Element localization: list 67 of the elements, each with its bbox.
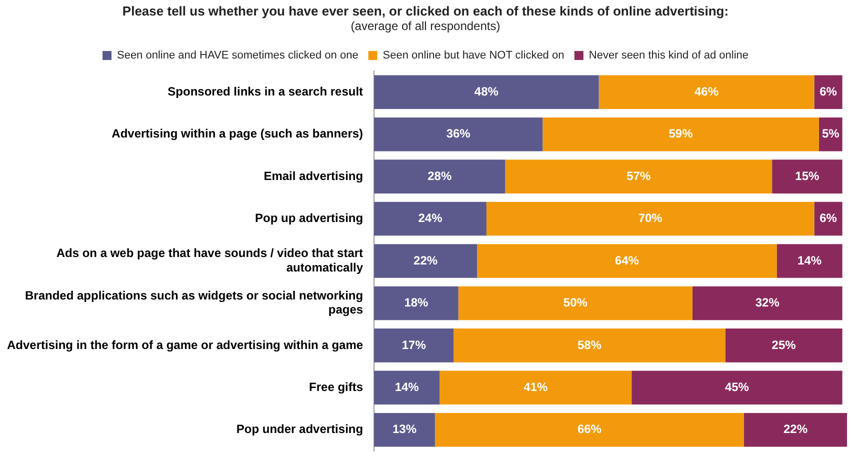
bar [814, 202, 842, 236]
data-label: 36% [446, 126, 471, 141]
data-label: 14% [394, 380, 420, 394]
y-tick-label: Pop under advertising [236, 422, 364, 436]
data-label: 24% [418, 211, 443, 226]
bar [440, 370, 632, 405]
data-label: 46% [694, 84, 719, 98]
bar [374, 75, 599, 109]
bar [744, 413, 847, 447]
y-tick-label: Sponsored links in a search result [168, 84, 364, 98]
y-tick-label: Branded applications such as widgets or social networking pages [24, 288, 364, 317]
data-label: 66% [577, 422, 602, 436]
y-tick-label: Advertising within a page (such as banners) [112, 126, 364, 141]
y-tick-label: Ads on a web page that have sounds / video that start automatically [56, 246, 364, 275]
data-label: 45% [724, 380, 750, 394]
legend-label: Seen online but have NOT clicked on [382, 50, 564, 62]
bar [454, 328, 726, 362]
bar [725, 328, 842, 362]
data-label: 17% [402, 338, 426, 352]
data-label: 32% [755, 296, 780, 310]
bar [374, 286, 458, 320]
y-tick-label: Advertising in the form of a game or advertising within a game [7, 338, 364, 352]
data-label: 28% [428, 168, 452, 183]
data-label: 22% [414, 253, 438, 268]
bar [692, 286, 842, 320]
bar [374, 244, 478, 278]
bar [434, 413, 744, 447]
bar [598, 75, 814, 109]
data-label: 6% [820, 211, 838, 226]
data-label: 70% [638, 211, 663, 226]
data-label: 48% [474, 84, 499, 98]
y-tick-label: Pop up advertising [255, 211, 364, 226]
data-label: 14% [798, 253, 822, 268]
bar [542, 117, 819, 152]
legend-label: Never seen this kind of ad online [588, 50, 749, 62]
bar [486, 202, 814, 236]
bar [374, 202, 486, 236]
data-label: 57% [626, 168, 651, 183]
data-label: 18% [404, 296, 429, 310]
bar [374, 160, 506, 194]
y-tick-label: Email advertising [264, 168, 364, 183]
data-label: 41% [524, 380, 548, 394]
data-label: 5% [822, 126, 840, 141]
data-label: 64% [614, 253, 640, 268]
legend-label: Seen online and HAVE sometimes clicked on one [116, 50, 358, 62]
bar [814, 75, 842, 109]
data-label: 15% [795, 168, 820, 183]
bar [374, 117, 543, 152]
bar [374, 413, 435, 447]
bar [632, 370, 842, 405]
data-label: 22% [783, 422, 808, 436]
data-label: 6% [820, 84, 838, 98]
data-label: 13% [392, 422, 417, 436]
bar [374, 370, 440, 405]
data-label: 50% [563, 296, 588, 310]
bar [477, 244, 777, 278]
chart-title: Please tell us whether you have ever seen, or clicked on each of these kinds of online advertising: [122, 3, 729, 18]
data-label: 58% [577, 338, 602, 352]
bar [374, 328, 454, 362]
data-label: 59% [668, 126, 694, 141]
bar [458, 286, 692, 320]
bar [505, 160, 772, 194]
bar [776, 244, 842, 278]
chart-subtitle: (average of all respondents) [350, 19, 500, 34]
data-label: 25% [772, 338, 796, 352]
bar [772, 160, 842, 194]
y-tick-label: Free gifts [309, 380, 364, 394]
